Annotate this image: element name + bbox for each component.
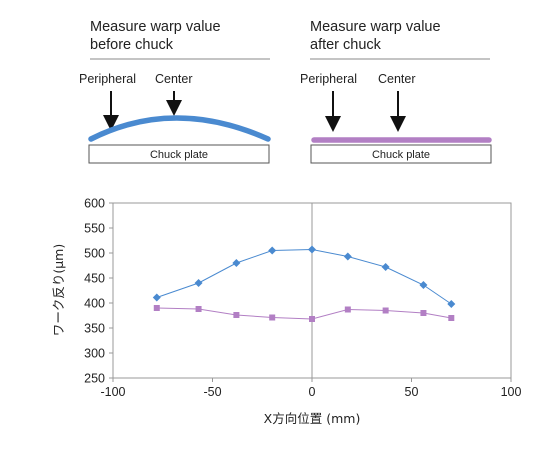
series-1-point xyxy=(419,281,428,289)
after-chuck-plate-label: Chuck plate xyxy=(372,149,430,161)
after-peripheral-label: Peripheral xyxy=(300,72,357,86)
after-chuck-plate xyxy=(310,144,492,164)
before-peripheral-arrow xyxy=(103,91,119,131)
before-chuck-plate-label: Chuck plate xyxy=(150,149,208,161)
series-2-point xyxy=(420,310,427,316)
y-axis-title: ワーク反り(μm) xyxy=(51,244,66,336)
before-title-line1: Measure warp value xyxy=(90,19,221,35)
series-layer xyxy=(152,245,456,322)
before-center-label: Center xyxy=(155,72,193,86)
series-1-point xyxy=(308,245,316,254)
series-1-point xyxy=(152,293,161,302)
series-2-point xyxy=(448,315,455,321)
series-1-point xyxy=(381,263,390,271)
before-center-arrow xyxy=(166,91,182,116)
y-tick-label: 450 xyxy=(84,272,105,286)
series-1-point xyxy=(194,279,203,287)
before-warped-wafer xyxy=(88,115,271,142)
series-1-point xyxy=(268,246,277,255)
x-tick-label: 100 xyxy=(501,385,522,399)
x-tick-label: -100 xyxy=(100,385,125,399)
y-tick-label: 600 xyxy=(84,197,105,211)
series-2-point xyxy=(344,306,351,313)
x-axis-title: X方向位置 (mm) xyxy=(264,411,361,426)
y-tick-label: 300 xyxy=(84,347,105,361)
x-tick-label: 50 xyxy=(405,385,419,399)
y-tick-label: 500 xyxy=(84,247,105,261)
series-1 xyxy=(152,245,456,308)
after-peripheral-arrow xyxy=(325,91,341,132)
before-chuck-panel: Measure warp value before chuck Peripher… xyxy=(79,19,271,164)
after-title-line2: after chuck xyxy=(310,37,382,53)
series-2-point xyxy=(309,316,315,322)
series-1-point xyxy=(343,252,352,261)
series-1-point xyxy=(232,259,241,267)
series-2-point xyxy=(233,312,240,318)
after-chuck-panel: Measure warp value after chuck Periphera… xyxy=(300,19,492,164)
series-2 xyxy=(153,305,455,322)
y-tick-label: 250 xyxy=(84,372,105,386)
tick-layer: 250 300 350 400 450 500 550 600 -100 -50 0 50 100 xyxy=(84,197,521,400)
before-title-line2: before chuck xyxy=(90,37,174,53)
after-center-label: Center xyxy=(378,72,416,86)
series-2-point xyxy=(195,306,202,312)
before-peripheral-label: Peripheral xyxy=(79,72,136,86)
after-center-arrow xyxy=(390,91,406,132)
series-1-point xyxy=(447,300,456,308)
before-chuck-plate xyxy=(88,144,270,164)
after-title-line1: Measure warp value xyxy=(310,19,441,35)
y-tick-label: 400 xyxy=(84,297,105,311)
series-2-point xyxy=(269,314,276,321)
x-tick-label: -50 xyxy=(203,385,221,399)
y-tick-label: 550 xyxy=(84,222,105,236)
x-tick-label: 0 xyxy=(309,385,316,399)
series-2-point xyxy=(382,307,389,314)
warp-chart: 250 300 350 400 450 500 550 600 -100 -50 0 50 100 X方… xyxy=(51,197,521,427)
series-2-point xyxy=(153,305,160,311)
y-tick-label: 350 xyxy=(84,322,105,336)
